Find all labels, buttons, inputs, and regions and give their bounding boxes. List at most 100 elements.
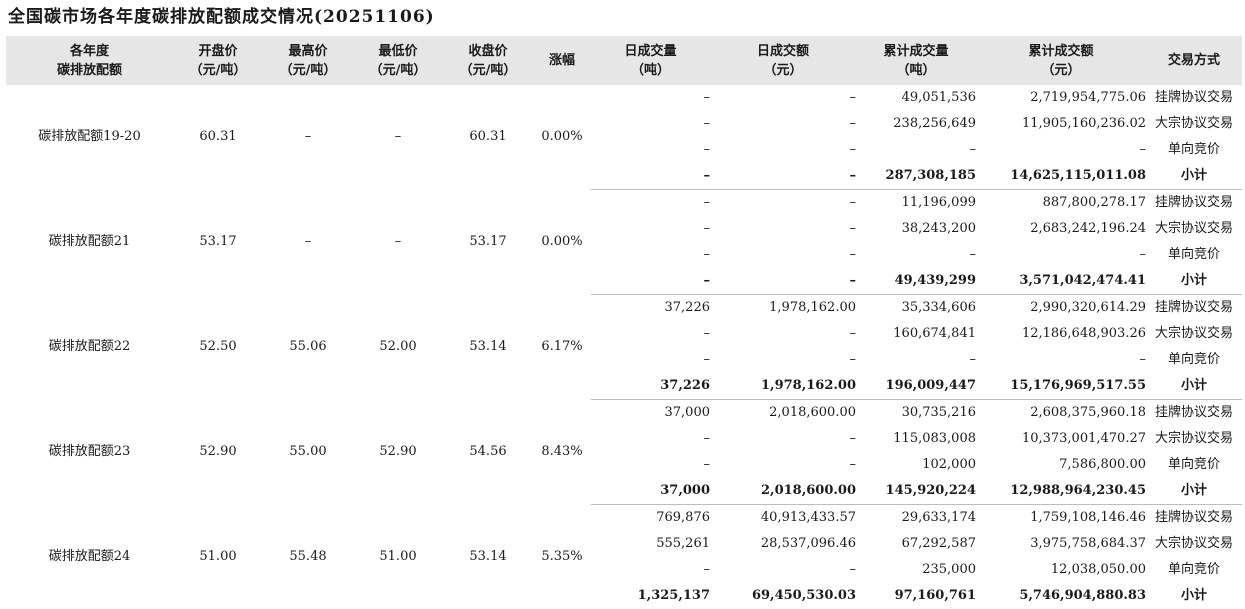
cumulative-volume: 145,920,224 bbox=[856, 478, 976, 505]
allowance-name: 碳排放配额24 bbox=[48, 548, 131, 564]
day-volume: – bbox=[591, 163, 710, 190]
low-price: 52.00 bbox=[379, 339, 417, 354]
cumulative-amount: – bbox=[1139, 352, 1147, 367]
table-row: – – 38,243,200 2,683,242,196.24 大宗协议交易 bbox=[6, 216, 1242, 242]
change-pct: 8.43% bbox=[541, 444, 583, 459]
table-row: – – – – 单向竞价 bbox=[6, 137, 1242, 163]
cumulative-amount: 7,586,800.00 bbox=[1059, 457, 1146, 472]
trade-method: 挂牌协议交易 bbox=[1154, 405, 1233, 420]
high-price: 55.48 bbox=[289, 548, 327, 564]
table-row: – – 238,256,649 11,905,160,236.02 大宗协议交易 bbox=[6, 111, 1242, 137]
low-price: 52.90 bbox=[379, 444, 417, 459]
low-price: – bbox=[394, 234, 402, 249]
day-amount: 40,913,433.57 bbox=[760, 510, 856, 525]
cumulative-amount: 1,759,108,146.46 bbox=[1030, 510, 1146, 525]
cumulative-amount: 2,990,320,614.29 bbox=[1030, 300, 1146, 315]
table-row: – – – – 单向竞价 bbox=[6, 347, 1242, 373]
cumulative-amount: – bbox=[1139, 142, 1147, 157]
cumulative-volume: 29,633,174 bbox=[901, 510, 976, 525]
header-row: 各年度 碳排放配额 开盘价 （元/吨） 最高价 （元/吨） 最低价 （元/吨） 收盘价（… bbox=[6, 36, 1242, 85]
day-volume: – bbox=[703, 247, 711, 262]
day-amount: – bbox=[849, 352, 857, 367]
trade-method: 大宗协议交易 bbox=[1154, 221, 1233, 236]
day-volume: 37,226 bbox=[591, 373, 710, 400]
day-volume: – bbox=[703, 562, 711, 577]
carbon-trading-table: 各年度 碳排放配额 开盘价 （元/吨） 最高价 （元/吨） 最低价 （元/吨） 收盘价（… bbox=[6, 36, 1242, 609]
close-price: 60.31 bbox=[469, 129, 507, 145]
day-volume: 1,325,137 bbox=[637, 588, 710, 603]
cumulative-volume: 238,256,649 bbox=[893, 116, 976, 131]
header-low: 最低价 （元/吨） bbox=[353, 36, 443, 85]
day-volume: – bbox=[591, 268, 710, 295]
day-amount: – bbox=[849, 326, 857, 341]
cumulative-volume: 160,674,841 bbox=[893, 326, 976, 341]
open-price: 53.17 bbox=[199, 234, 237, 249]
header-allowance: 各年度 碳排放配额 bbox=[6, 36, 173, 85]
high-price: 55.00 bbox=[289, 444, 327, 459]
table-row: – – 115,083,008 10,373,001,470.27 大宗协议交易 bbox=[6, 426, 1242, 452]
cumulative-amount: 887,800,278.17 bbox=[1042, 195, 1146, 210]
trade-method: 单向竞价 bbox=[1167, 562, 1220, 577]
table-row: 碳排放配额19-20 60.31 – – 60.31 0.00% – – 49,051,536 2… bbox=[6, 85, 1242, 144]
header-method: 交易方式 bbox=[1146, 36, 1242, 85]
cumulative-amount: 12,038,050.00 bbox=[1050, 562, 1146, 577]
close-price: 53.17 bbox=[469, 234, 507, 249]
close-price: 53.14 bbox=[469, 548, 507, 564]
cumulative-amount: 2,683,242,196.24 bbox=[1030, 221, 1146, 236]
day-amount: – bbox=[849, 247, 857, 262]
close-price: 53.14 bbox=[469, 339, 507, 354]
trade-method: 挂牌协议交易 bbox=[1154, 300, 1233, 315]
header-day-volume: 日成交量 （吨） bbox=[591, 36, 710, 85]
day-amount: – bbox=[710, 268, 856, 295]
cumulative-volume: 49,439,299 bbox=[856, 268, 976, 295]
day-volume: – bbox=[703, 352, 711, 367]
subtotal-row: 37,000 2,018,600.00 145,920,224 12,988,964,… bbox=[6, 478, 1242, 505]
cumulative-amount: 12,988,964,230.45 bbox=[976, 478, 1146, 505]
day-volume: – bbox=[703, 326, 711, 341]
trade-method: 小计 bbox=[1146, 268, 1242, 295]
day-volume: – bbox=[703, 221, 711, 236]
cumulative-volume: – bbox=[969, 247, 977, 262]
cumulative-volume: 30,735,216 bbox=[901, 405, 976, 420]
subtotal-row: 37,226 1,978,162.00 196,009,447 15,176,969,… bbox=[6, 373, 1242, 400]
trade-method: 大宗协议交易 bbox=[1154, 116, 1233, 131]
cumulative-volume: 196,009,447 bbox=[856, 373, 976, 400]
table-row: – – 160,674,841 12,186,648,903.26 大宗协议交易 bbox=[6, 321, 1242, 347]
cumulative-amount: 14,625,115,011.08 bbox=[976, 163, 1146, 190]
allowance-name: 碳排放配额23 bbox=[48, 444, 131, 459]
trade-method: 挂牌协议交易 bbox=[1154, 195, 1233, 210]
subtotal-row: 1,325,137 69,450,530.03 97,160,761 5,746,90… bbox=[6, 583, 1242, 609]
day-volume: 769,876 bbox=[656, 510, 710, 525]
open-price: 60.31 bbox=[199, 129, 237, 145]
cumulative-amount: 3,975,758,684.37 bbox=[1030, 536, 1146, 551]
open-price: 52.50 bbox=[199, 339, 237, 354]
table-row: 碳排放配额22 52.50 55.06 52.00 53.14 6.17% 37,226 1,… bbox=[6, 295, 1242, 354]
day-volume: – bbox=[703, 195, 711, 210]
table-row: – – 102,000 7,586,800.00 单向竞价 bbox=[6, 452, 1242, 478]
high-price: – bbox=[304, 234, 312, 249]
day-amount: 2,018,600.00 bbox=[769, 405, 856, 420]
day-amount: – bbox=[849, 90, 857, 105]
day-volume: 555,261 bbox=[656, 536, 710, 551]
trade-method: 挂牌协议交易 bbox=[1154, 510, 1233, 525]
day-amount: – bbox=[849, 431, 857, 446]
day-amount: 28,537,096.46 bbox=[760, 536, 856, 551]
header-open: 开盘价 （元/吨） bbox=[173, 36, 263, 85]
cumulative-amount: 5,746,904,880.83 bbox=[1019, 588, 1146, 603]
cumulative-amount: – bbox=[1139, 247, 1147, 262]
cumulative-amount: 10,373,001,470.27 bbox=[1021, 431, 1146, 446]
subtotal-row: – –49,439,299 3,571,042,474.41 小计 bbox=[6, 268, 1242, 295]
trade-method: 大宗协议交易 bbox=[1154, 536, 1233, 551]
trade-method: 单向竞价 bbox=[1167, 457, 1220, 472]
trade-method: 小计 bbox=[1146, 478, 1242, 505]
cumulative-amount: 2,719,954,775.06 bbox=[1030, 90, 1146, 105]
trade-method: 大宗协议交易 bbox=[1154, 326, 1233, 341]
day-amount: – bbox=[849, 221, 857, 236]
table-row: 碳排放配额21 53.17 – – 53.17 0.00% – – 11,196,099 887,… bbox=[6, 190, 1242, 249]
cumulative-volume: 97,160,761 bbox=[894, 588, 976, 603]
cumulative-volume: 11,196,099 bbox=[901, 195, 976, 210]
table-row: – – 235,000 12,038,050.00 单向竞价 bbox=[6, 557, 1242, 583]
table-row: 555,261 28,537,096.46 67,292,587 3,975,758,… bbox=[6, 531, 1242, 557]
day-amount: – bbox=[849, 142, 857, 157]
day-volume: – bbox=[703, 457, 711, 472]
